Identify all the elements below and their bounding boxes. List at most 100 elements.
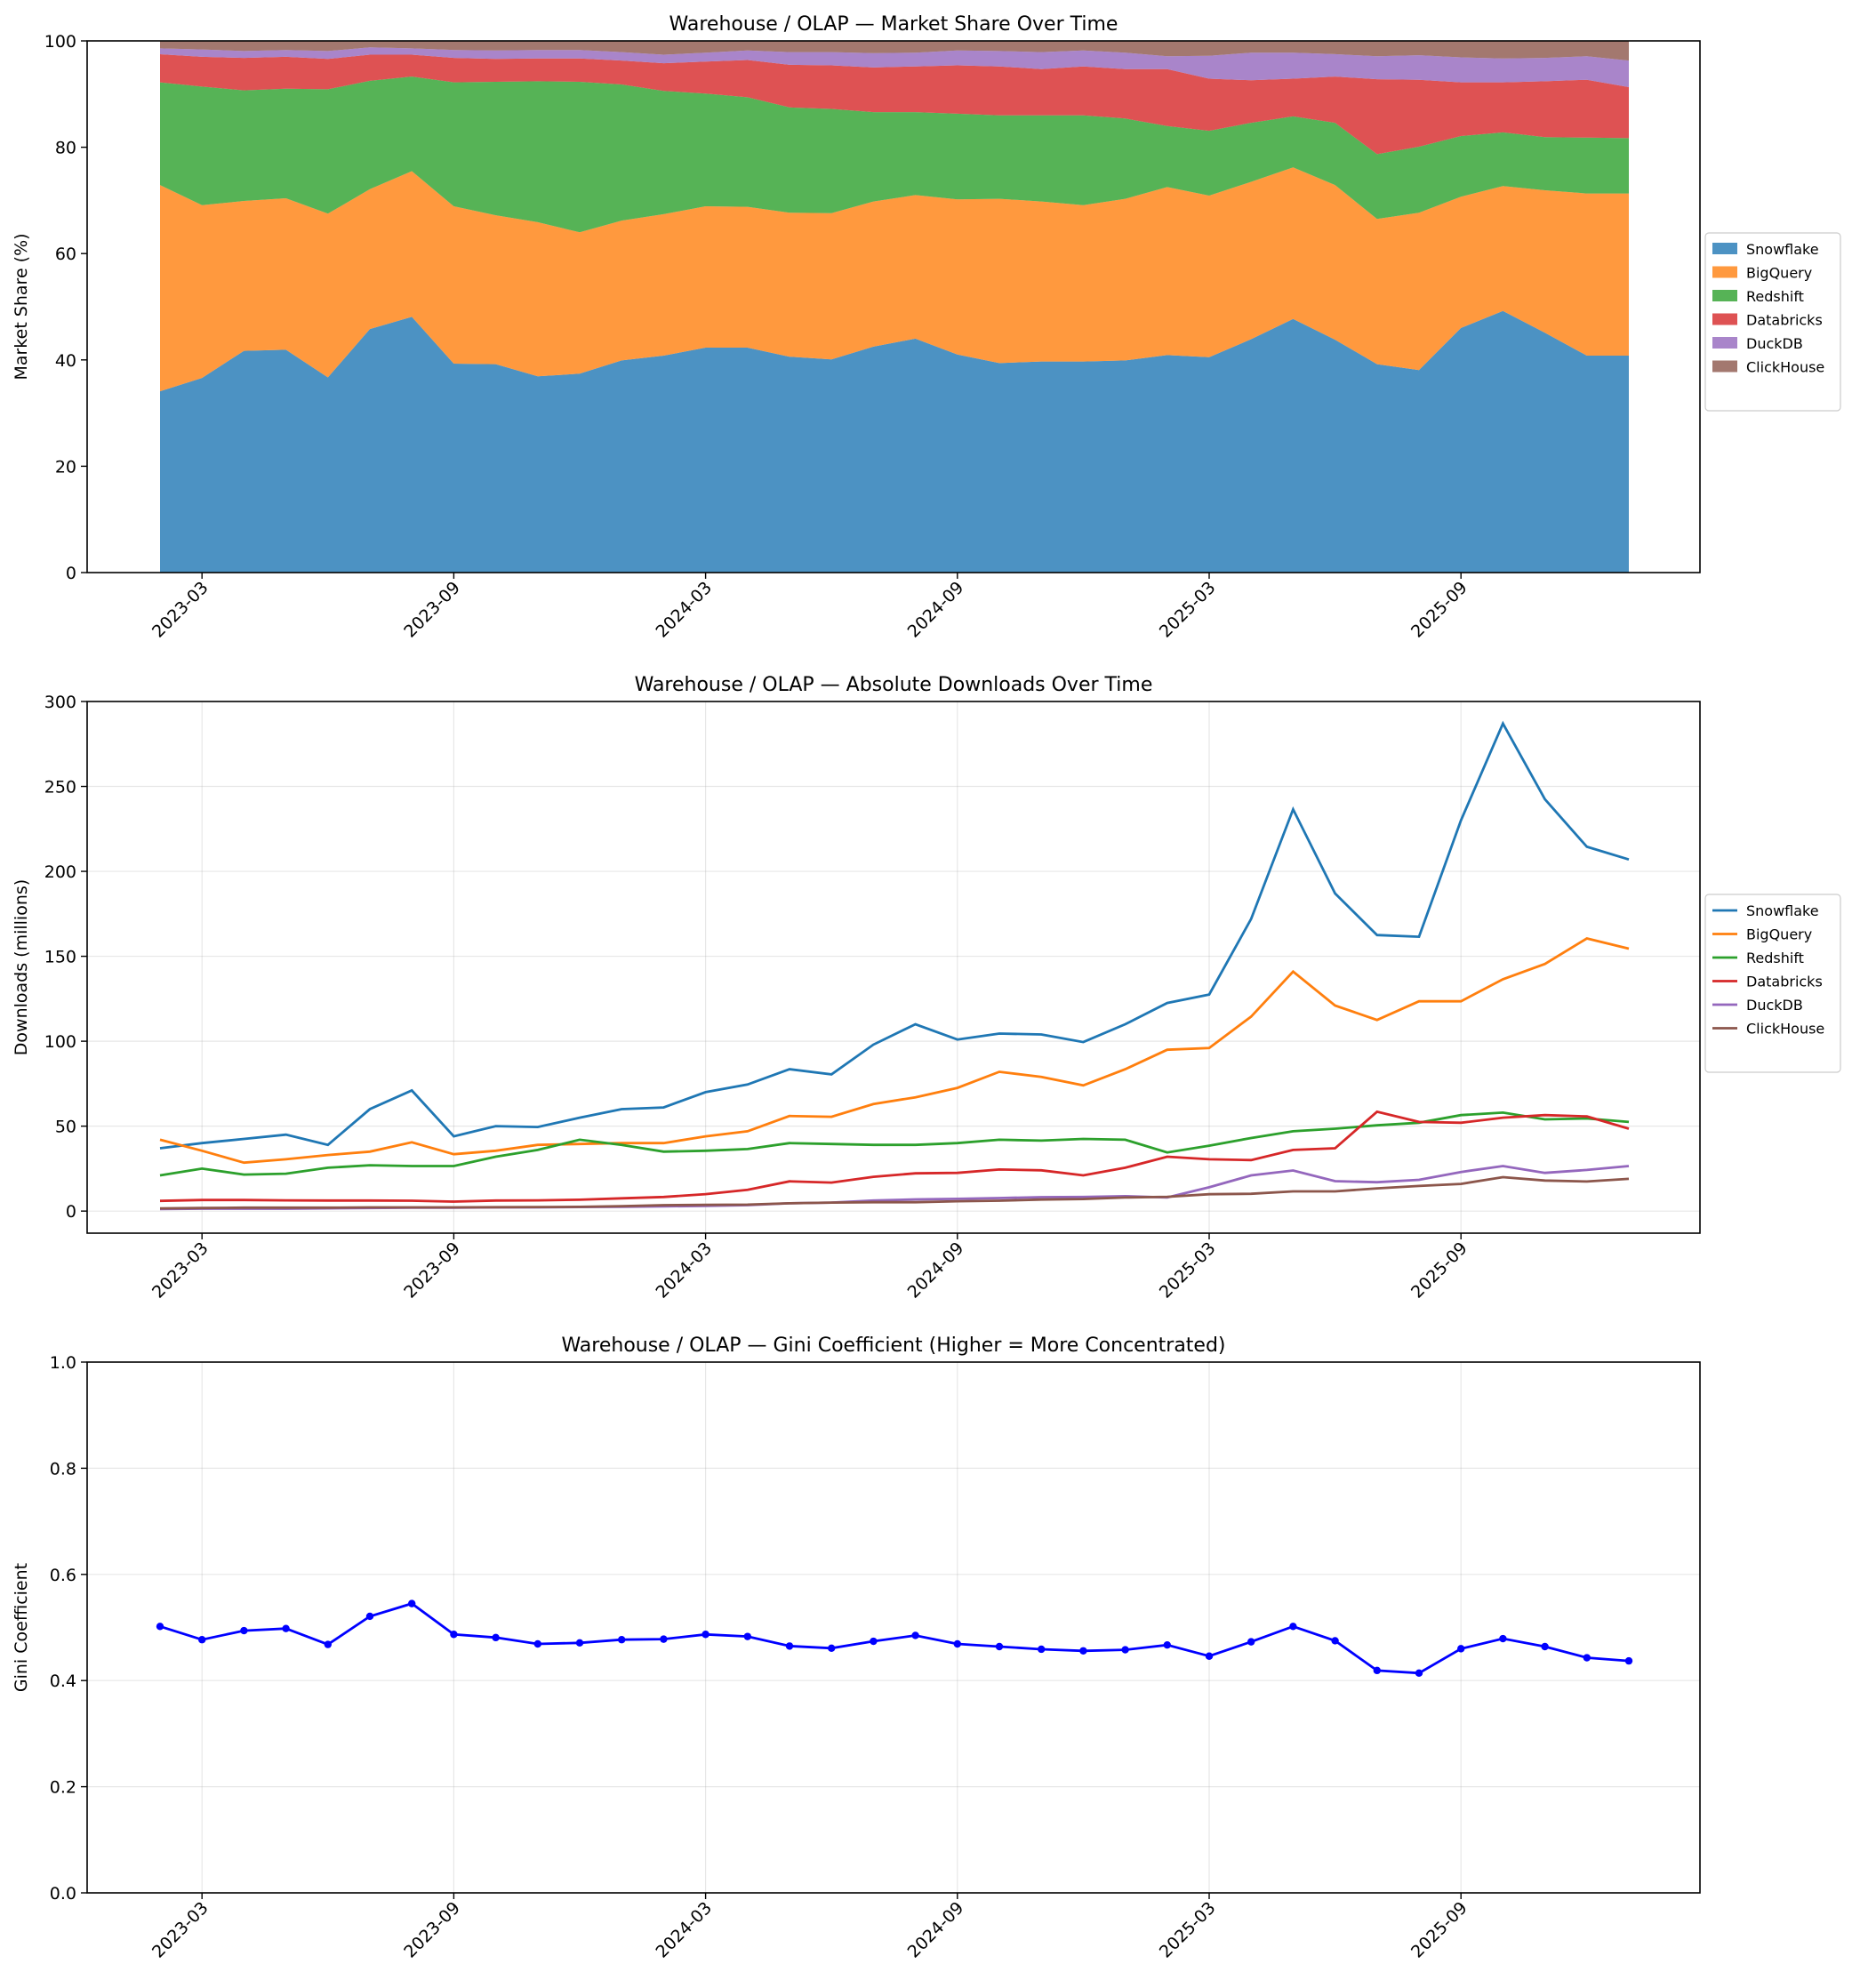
data-point xyxy=(1121,1646,1129,1654)
x-tick-label: 2023-03 xyxy=(148,578,212,642)
x-tick-label: 2023-09 xyxy=(400,1898,464,1962)
legend-swatch-snowflake xyxy=(1712,243,1737,254)
data-point xyxy=(1038,1645,1046,1654)
data-point xyxy=(240,1626,248,1635)
y-axis-label: Market Share (%) xyxy=(12,233,31,380)
data-point xyxy=(533,1639,541,1648)
plot-frame xyxy=(86,701,1701,1234)
legend-label: Databricks xyxy=(1746,974,1823,990)
legend-swatch-duckdb xyxy=(1712,337,1737,349)
line-redshift xyxy=(159,1110,1630,1177)
x-tick-label: 2025-09 xyxy=(1407,578,1471,642)
chart-panel-2: Warehouse / OLAP — Absolute Downloads Ov… xyxy=(12,674,1841,1303)
x-tick-label: 2025-03 xyxy=(1156,578,1220,642)
data-point xyxy=(198,1636,206,1644)
legend-label: Redshift xyxy=(1746,288,1804,305)
y-axis-label: Downloads (millions) xyxy=(12,879,31,1055)
line-databricks xyxy=(159,1110,1630,1203)
data-point xyxy=(1457,1645,1465,1653)
data-point xyxy=(1583,1654,1591,1662)
legend-label: BigQuery xyxy=(1746,926,1812,943)
chart-panel-1: Warehouse / OLAP — Market Share Over Tim… xyxy=(12,13,1841,642)
area-redshift xyxy=(160,76,1629,233)
x-tick-label: 2023-03 xyxy=(148,1898,212,1962)
y-tick-label: 60 xyxy=(55,244,76,264)
y-axis-label: Gini Coefficient xyxy=(12,1563,31,1692)
data-point xyxy=(324,1640,332,1648)
data-point xyxy=(492,1633,500,1642)
x-tick-label: 2025-03 xyxy=(1156,1238,1220,1303)
y-tick-label: 40 xyxy=(55,351,76,371)
legend-swatch-bigquery xyxy=(1712,266,1737,278)
legend-swatch-clickhouse xyxy=(1712,360,1737,373)
y-tick-label: 0.6 xyxy=(50,1566,76,1585)
area-snowflake xyxy=(160,310,1629,573)
line-clickhouse xyxy=(159,1175,1630,1210)
data-point xyxy=(1163,1641,1172,1649)
y-tick-label: 200 xyxy=(44,862,76,882)
data-point xyxy=(408,1599,416,1607)
area-bigquery xyxy=(160,167,1629,392)
legend-swatch-redshift xyxy=(1712,290,1737,301)
y-tick-label: 100 xyxy=(44,1032,76,1052)
legend-label: Snowflake xyxy=(1746,241,1819,258)
y-tick-label: 100 xyxy=(44,32,76,52)
x-tick-label: 2025-09 xyxy=(1407,1238,1471,1303)
data-point xyxy=(785,1642,794,1650)
area-clickhouse xyxy=(160,41,1629,61)
y-tick-label: 50 xyxy=(55,1118,76,1137)
x-tick-label: 2024-03 xyxy=(652,1238,716,1303)
y-tick-label: 0.2 xyxy=(50,1778,76,1798)
y-tick-label: 0.4 xyxy=(50,1671,76,1691)
data-point xyxy=(575,1639,584,1647)
chart-title: Warehouse / OLAP — Absolute Downloads Ov… xyxy=(635,674,1153,696)
legend-box xyxy=(1704,232,1841,412)
data-point xyxy=(618,1636,626,1644)
chart-title: Warehouse / OLAP — Gini Coefficient (Hig… xyxy=(561,1335,1225,1357)
data-point xyxy=(953,1639,962,1648)
x-tick-label: 2024-03 xyxy=(652,1898,716,1962)
x-tick-label: 2024-03 xyxy=(652,578,716,642)
legend-label: ClickHouse xyxy=(1746,1021,1824,1038)
y-tick-label: 0 xyxy=(66,1202,76,1222)
x-tick-label: 2023-09 xyxy=(400,1238,464,1303)
data-point xyxy=(1205,1652,1214,1660)
data-point xyxy=(828,1644,836,1652)
x-tick-label: 2024-09 xyxy=(904,1238,968,1303)
data-point xyxy=(660,1635,668,1643)
data-point xyxy=(156,1623,164,1631)
plot-frame xyxy=(86,40,1701,573)
area-duckdb xyxy=(160,47,1629,87)
legend-label: DuckDB xyxy=(1746,335,1803,352)
data-point xyxy=(702,1631,710,1639)
y-tick-label: 0.8 xyxy=(50,1459,76,1479)
x-tick-label: 2023-03 xyxy=(148,1238,212,1303)
data-point xyxy=(1331,1637,1339,1645)
area-databricks xyxy=(160,54,1629,155)
y-tick-label: 20 xyxy=(55,457,76,477)
x-tick-label: 2025-09 xyxy=(1407,1898,1471,1962)
y-tick-label: 300 xyxy=(44,693,76,712)
legend-label: BigQuery xyxy=(1746,265,1812,282)
line-bigquery xyxy=(159,937,1630,1165)
line-gini xyxy=(159,1602,1630,1675)
chart-title: Warehouse / OLAP — Market Share Over Tim… xyxy=(669,13,1118,36)
plot-frame xyxy=(86,1361,1701,1894)
data-point xyxy=(743,1632,751,1640)
x-tick-label: 2024-09 xyxy=(904,1898,968,1962)
legend-box xyxy=(1704,894,1841,1073)
y-tick-label: 250 xyxy=(44,778,76,798)
data-point xyxy=(365,1612,374,1621)
chart-panel-3: Warehouse / OLAP — Gini Coefficient (Hig… xyxy=(12,1335,1701,1962)
y-tick-label: 0.0 xyxy=(50,1884,76,1904)
data-point xyxy=(1415,1669,1423,1678)
x-tick-label: 2023-09 xyxy=(400,578,464,642)
data-point xyxy=(995,1642,1004,1651)
legend: Snowflake BigQuery Redshift Databricks DuckD… xyxy=(1704,894,1841,1073)
data-point xyxy=(1624,1656,1633,1665)
legend-swatch-databricks xyxy=(1712,313,1737,325)
legend-label: Snowflake xyxy=(1746,902,1819,919)
legend-label: DuckDB xyxy=(1746,997,1803,1014)
